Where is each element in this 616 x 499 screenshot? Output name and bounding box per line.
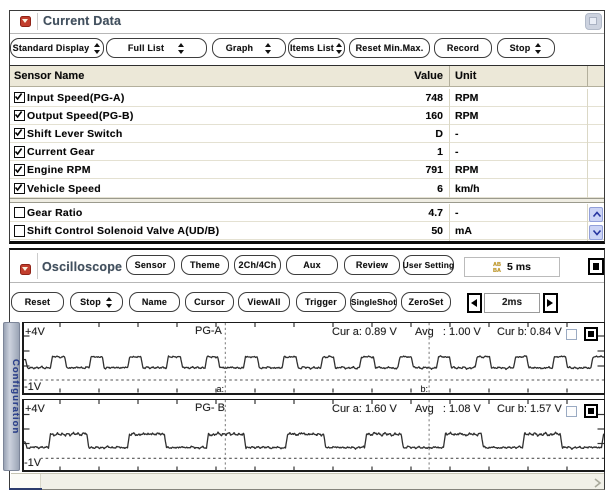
svg-text:AB: AB	[493, 262, 501, 268]
svg-text:BA: BA	[493, 268, 501, 272]
